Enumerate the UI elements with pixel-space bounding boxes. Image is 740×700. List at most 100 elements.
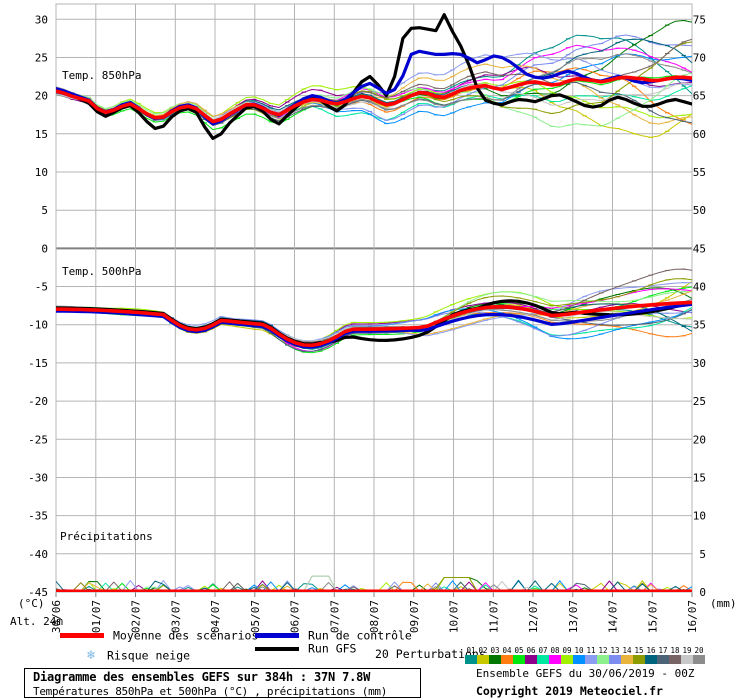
y-tick-left: 15 [35,128,48,141]
y-tick-right: 60 [693,128,706,141]
copyright-text: Copyright 2019 Meteociel.fr [476,684,663,698]
y-tick-left: -5 [35,281,48,294]
run-info: Ensemble GEFS du 30/06/2019 - 00Z [476,667,695,680]
title-box: Diagramme des ensembles GEFS sur 384h : … [24,668,421,698]
y-tick-left: 5 [41,204,48,217]
perturbation-number: 03 [490,646,500,655]
legend-snow-label: Risque neige [107,648,191,663]
x-tick-label: 06/07 [289,600,302,633]
perturbation-number: 19 [682,646,692,655]
perturbation-number: 01 [466,646,476,655]
legend-control-swatch [255,633,299,638]
axis-unit-right: (mm) [710,597,737,610]
y-tick-right: 40 [693,281,706,294]
perturbation-swatch-19: 19 [681,646,693,664]
y-tick-right: 25 [693,395,706,408]
legend-mean-label: Moyenne des scénarios [113,628,259,643]
y-tick-right: 50 [693,204,706,217]
perturbation-color-box [693,655,705,664]
gfs-line-850 [56,13,692,140]
y-tick-left: -35 [28,510,48,523]
mean-line-500 [56,300,692,348]
x-axis-labels: 30/06 01/07 02/07 03/07 04/07 05/07 06/07 07/07… [50,600,699,633]
page-subtitle: Températures 850hPa et 500hPa (°C) , pré… [33,685,388,698]
perturbation-number: 16 [646,646,656,655]
perturbation-number: 13 [610,646,620,655]
y-tick-right: 45 [693,242,706,255]
y-tick-right: 10 [693,510,706,523]
y-tick-left: -20 [28,395,48,408]
perturbation-color-box [477,655,489,664]
perturbation-number: 10 [574,646,584,655]
y-tick-left: 30 [35,13,48,26]
perturbation-swatch-14: 14 [621,646,633,664]
x-tick-label: 05/07 [249,600,262,633]
axis-unit-left: (°C) [18,597,45,610]
x-tick-label: 01/07 [90,600,103,633]
perturbation-color-box [573,655,585,664]
y-tick-right: 5 [699,548,706,561]
perturbation-number: 09 [562,646,572,655]
x-tick-label: 13/07 [567,600,580,633]
legend-gfs-swatch [255,646,299,651]
perturbation-number: 02 [478,646,488,655]
perturbation-swatches: 01 02 03 04 05 06 07 08 09 10 11 12 13 14 15 16 17 18 19 20 [465,638,705,664]
perturbation-color-box [681,655,693,664]
perturbation-swatch-06: 06 [525,646,537,664]
perturbation-number: 05 [514,646,524,655]
perturbation-color-box [513,655,525,664]
page-title: Diagramme des ensembles GEFS sur 384h : … [33,670,371,684]
gridlines [55,4,693,597]
y-axis-left-labels: 30 25 20 15 10 5 0 -5 -10 -15 -20 -25 -30 -35 -40 -45 [28,13,48,599]
perturbation-color-box [597,655,609,664]
y-tick-right: 0 [699,586,706,599]
y-tick-left: -40 [28,548,48,561]
perturbation-swatch-03: 03 [489,646,501,664]
perturbation-swatch-04: 04 [501,646,513,664]
perturbation-swatch-13: 13 [609,646,621,664]
perturbation-number: 20 [694,646,704,655]
perturbation-swatch-17: 17 [657,646,669,664]
perturbation-swatch-07: 07 [537,646,549,664]
x-tick-label: 03/07 [169,600,182,633]
y-tick-left: -15 [28,357,48,370]
x-tick-label: 30/06 [50,600,63,633]
perturbation-line-850-09 [56,80,692,119]
y-tick-right: 75 [693,13,706,26]
perturbation-swatch-08: 08 [549,646,561,664]
mean-line-850 [56,75,692,124]
perturbation-number: 12 [598,646,608,655]
y-tick-left: 20 [35,90,48,103]
x-tick-label: 09/07 [408,600,421,633]
perturbation-color-box [585,655,597,664]
legend-control-label: Run de contrôle [308,628,412,643]
y-tick-right: 65 [693,90,706,103]
y-tick-right: 70 [693,52,706,65]
x-tick-label: 08/07 [368,600,381,633]
perturbation-swatch-18: 18 [669,646,681,664]
series-layer [56,13,692,592]
x-tick-label: 14/07 [607,600,620,633]
panel-label-850: Temp. 850hPa [62,69,141,82]
y-tick-left: -25 [28,433,48,446]
perturbation-swatch-16: 16 [645,646,657,664]
legend-mean: Moyenne des scénarios [60,628,258,643]
perturbation-number: 18 [670,646,680,655]
perturbation-swatch-01: 01 [465,646,477,664]
y-tick-left: -10 [28,319,48,332]
snowflake-icon: ❄ [87,648,95,663]
perturbation-number: 07 [538,646,548,655]
x-tick-label: 16/07 [686,600,699,633]
perturbation-count-label: 20 Perturbations [375,647,486,661]
perturbation-color-box [633,655,645,664]
y-tick-left: 0 [41,242,48,255]
perturbation-color-box [645,655,657,664]
panel-label-500: Temp. 500hPa [62,265,141,278]
perturbation-swatch-15: 15 [633,646,645,664]
perturbation-color-box [657,655,669,664]
perturbation-color-box [609,655,621,664]
perturbation-line-850-17 [56,81,692,126]
